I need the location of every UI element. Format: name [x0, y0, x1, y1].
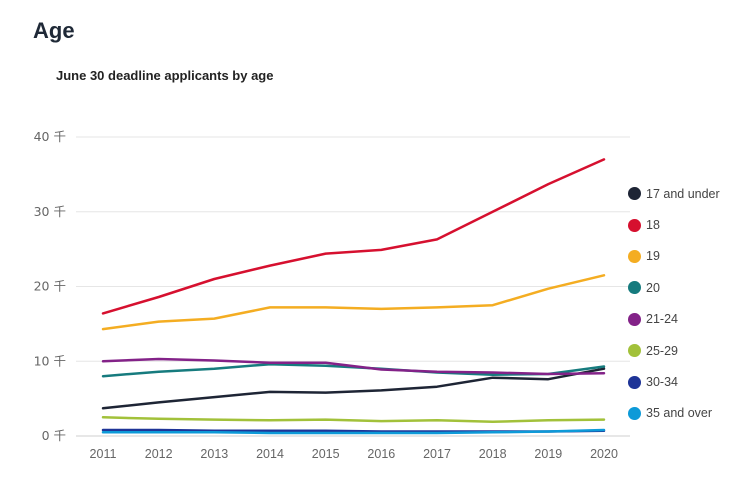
y-tick-label: 30 千 — [34, 204, 66, 219]
legend-label: 20 — [646, 280, 660, 295]
legend-item[interactable]: 17 and under — [628, 178, 720, 209]
legend-label: 18 — [646, 218, 660, 233]
x-tick-label: 2013 — [200, 447, 228, 461]
series-line-18 — [101, 158, 606, 315]
x-axis-ticks: 2011 2012 2013 2014 2015 2016 2017 2018 2019 2020 — [90, 447, 618, 461]
legend-item[interactable]: 30-34 — [628, 366, 720, 397]
x-tick-label: 2020 — [590, 447, 618, 461]
legend-marker-icon — [628, 312, 641, 326]
legend-item[interactable]: 21-24 — [628, 304, 720, 335]
legend-marker-icon — [628, 249, 641, 263]
legend-marker-icon — [628, 406, 641, 420]
x-tick-label: 2017 — [423, 447, 451, 461]
legend-marker-icon — [628, 344, 641, 358]
legend-item[interactable]: 35 and over — [628, 398, 720, 429]
series-line-35-and-over — [101, 428, 606, 435]
x-tick-label: 2018 — [479, 447, 507, 461]
x-tick-label: 2016 — [367, 447, 395, 461]
legend: 17 and under 18 19 20 21-24 25-29 30-34 35 and … — [628, 178, 720, 429]
legend-label: 25-29 — [646, 343, 678, 358]
legend-label: 21-24 — [646, 312, 678, 327]
y-tick-label: 10 千 — [34, 353, 66, 368]
legend-label: 30-34 — [646, 375, 678, 390]
y-tick-label: 0 千 — [42, 428, 66, 443]
series-line-17-and-under — [101, 367, 606, 410]
x-tick-label: 2015 — [312, 447, 340, 461]
legend-label: 17 and under — [646, 186, 720, 201]
series-line-21-24 — [101, 357, 606, 376]
legend-item[interactable]: 25-29 — [628, 335, 720, 366]
chart-title: June 30 deadline applicants by age — [56, 68, 274, 83]
legend-item[interactable]: 20 — [628, 272, 720, 303]
legend-marker-icon — [628, 187, 641, 201]
y-axis-ticks: 0 千 10 千 20 千 30 千 40 千 — [34, 129, 66, 443]
x-tick-label: 2011 — [90, 447, 117, 461]
legend-marker-icon — [628, 281, 641, 295]
legend-item[interactable]: 19 — [628, 241, 720, 272]
legend-label: 35 and over — [646, 406, 713, 421]
grid-lines — [76, 136, 630, 437]
y-tick-label: 40 千 — [34, 129, 66, 144]
legend-marker-icon — [628, 375, 641, 389]
series-line-19 — [101, 274, 606, 331]
y-tick-label: 20 千 — [34, 279, 66, 294]
x-tick-label: 2019 — [534, 447, 562, 461]
legend-label: 19 — [646, 249, 660, 264]
page-title: Age — [33, 18, 75, 43]
series-lines — [101, 158, 606, 435]
x-tick-label: 2014 — [256, 447, 284, 461]
series-line-25-29 — [101, 416, 606, 424]
x-tick-label: 2012 — [145, 447, 173, 461]
legend-item[interactable]: 18 — [628, 209, 720, 240]
legend-marker-icon — [628, 218, 641, 232]
